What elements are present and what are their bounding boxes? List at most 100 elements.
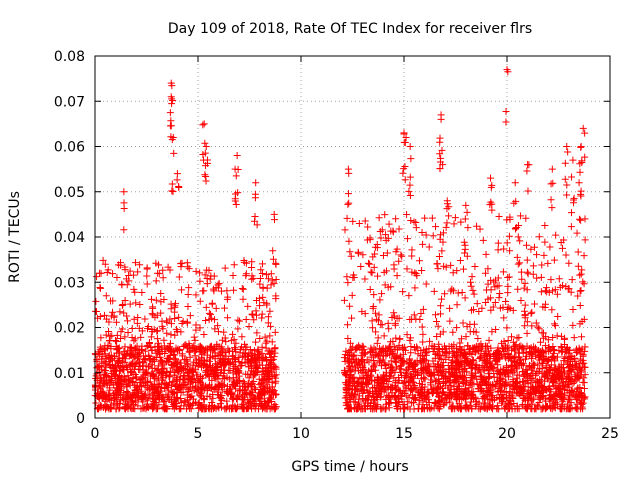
roti-point [573,229,581,237]
roti-point [211,372,219,380]
roti-point [175,346,183,354]
roti-point [355,219,363,227]
roti-point [215,343,223,351]
roti-point [149,303,157,311]
roti-point [567,223,575,231]
roti-point [535,379,543,387]
roti-point [125,352,133,360]
roti-point [263,355,271,363]
roti-point [438,371,446,379]
roti-point [465,391,473,399]
roti-point [250,316,258,324]
roti-point [483,352,491,360]
roti-point [438,362,446,370]
roti-point [190,333,198,341]
roti-point [580,315,588,323]
roti-point [130,337,138,345]
roti-point [233,152,241,160]
roti-point [393,272,401,280]
roti-point [486,372,494,380]
roti-point [400,405,408,413]
roti-point [571,371,579,379]
roti-point [449,328,457,336]
roti-point [226,347,234,355]
roti-point [474,334,482,342]
roti-point [266,307,274,315]
roti-point [263,271,271,279]
roti-point [132,299,140,307]
roti-point [482,269,490,277]
roti-point [355,249,363,257]
roti-point [526,372,534,380]
roti-point [529,262,537,270]
roti-point [183,361,191,369]
roti-point [161,385,169,393]
roti-point [373,403,381,411]
roti-point [134,402,142,410]
roti-point [552,383,560,391]
roti-point [354,357,362,365]
roti-point [436,165,444,173]
roti-point [500,388,508,396]
roti-point [559,364,567,372]
roti-point [105,378,113,386]
roti-point [349,217,357,225]
roti-point [422,394,430,402]
roti-point [535,325,543,333]
roti-point [121,403,129,411]
roti-point [520,284,528,292]
roti-point [461,294,469,302]
roti-point [550,403,558,411]
roti-point [206,343,214,351]
roti-point [433,260,441,268]
roti-point [480,366,488,374]
roti-point [477,354,485,362]
roti-point [366,260,374,268]
roti-point [128,405,136,413]
roti-point [133,342,141,350]
roti-point [169,96,177,104]
roti-point [449,269,457,277]
roti-point [235,357,243,365]
roti-point [251,368,259,376]
roti-point [239,295,247,303]
roti-point [264,372,272,380]
roti-point [495,348,503,356]
roti-point [359,251,367,259]
roti-point [396,352,404,360]
roti-point [452,369,460,377]
roti-point [389,383,397,391]
roti-point [272,292,280,300]
roti-point [443,200,451,208]
roti-point [436,397,444,405]
roti-point [502,381,510,389]
roti-point [547,180,555,188]
roti-point [231,165,239,173]
roti-point [114,261,122,269]
roti-point [356,385,364,393]
roti-point [503,403,511,411]
roti-point [186,353,194,361]
roti-point [127,343,135,351]
roti-point [410,218,418,226]
roti-point [461,249,469,257]
roti-point [395,343,403,351]
roti-point [199,385,207,393]
roti-point [252,359,260,367]
roti-point [423,369,431,377]
roti-point [109,270,117,278]
roti-point [428,389,436,397]
roti-point [458,368,466,376]
roti-point [543,403,551,411]
roti-point [528,355,536,363]
roti-point [216,358,224,366]
roti-point [373,376,381,384]
roti-point [539,405,547,413]
roti-point [494,239,502,247]
roti-point [553,290,561,298]
roti-point [357,366,365,374]
roti-point [140,404,148,412]
roti-point [375,358,383,366]
roti-point [242,315,250,323]
roti-point [131,259,139,267]
